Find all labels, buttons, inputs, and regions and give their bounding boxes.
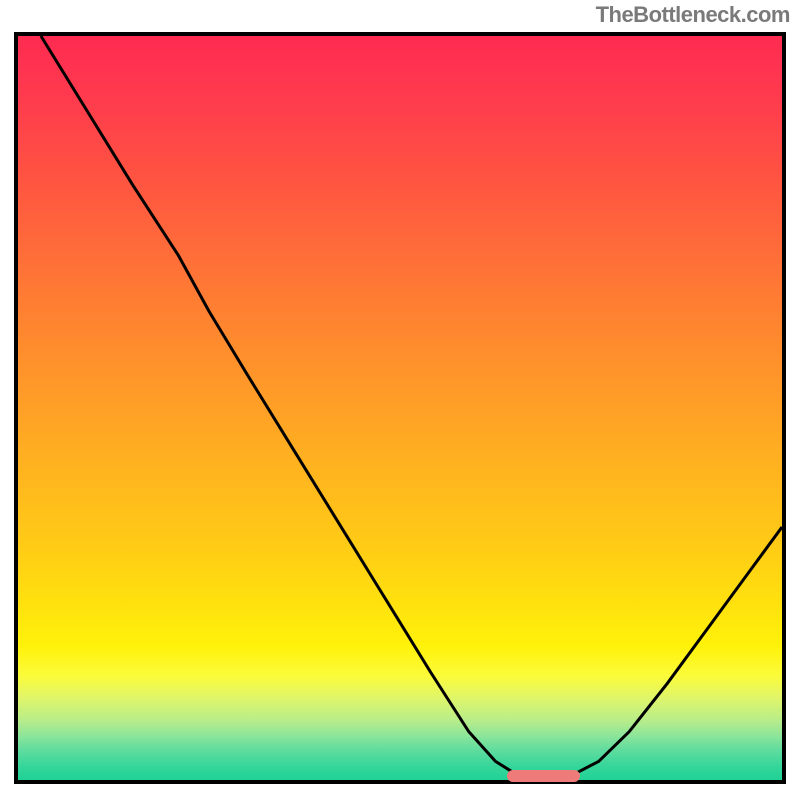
optimal-range-marker (507, 770, 580, 782)
watermark-text: TheBottleneck.com (596, 2, 790, 28)
plot-curve-svg (18, 36, 782, 780)
bottleneck-curve (41, 36, 782, 776)
plot-frame (14, 32, 786, 784)
